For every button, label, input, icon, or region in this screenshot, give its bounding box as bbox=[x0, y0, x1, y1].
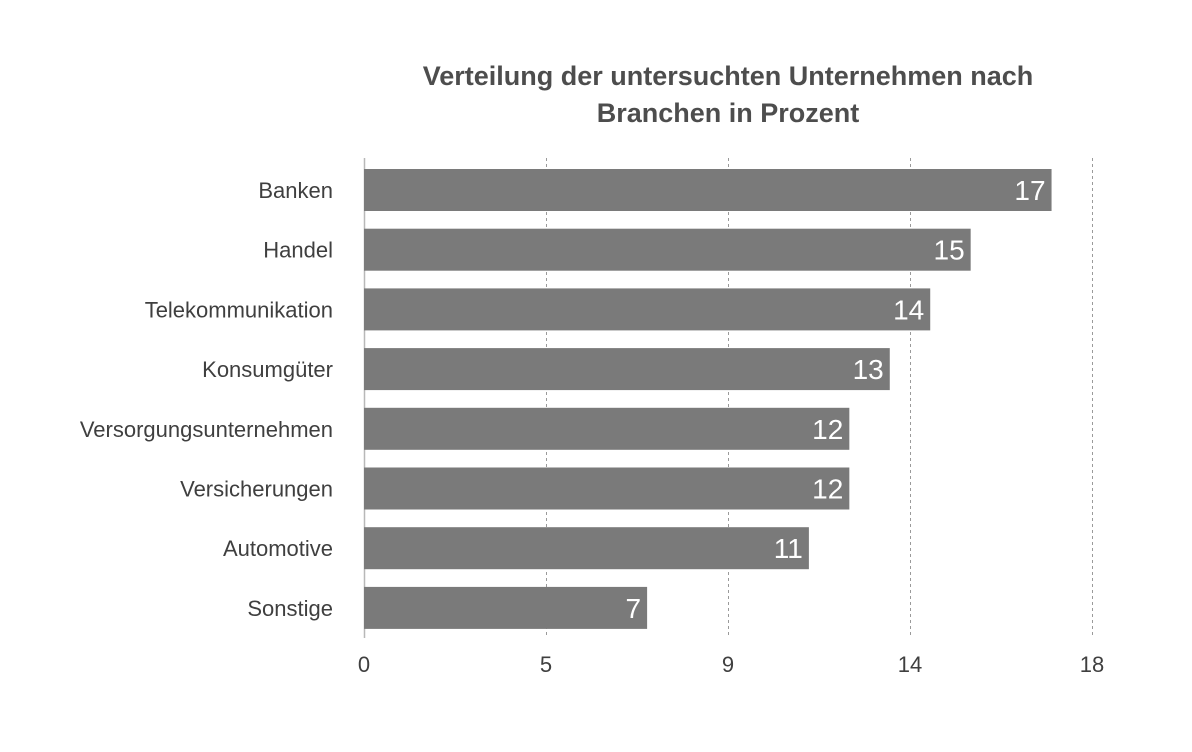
bar-layer bbox=[364, 169, 1052, 629]
category-label: Banken bbox=[258, 178, 333, 203]
bar bbox=[364, 586, 648, 629]
bar bbox=[364, 348, 890, 391]
category-label: Konsumgüter bbox=[202, 357, 333, 382]
bar-value-label: 14 bbox=[893, 294, 924, 325]
category-label: Telekommunikation bbox=[145, 297, 333, 322]
x-tick-label: 18 bbox=[1080, 652, 1104, 677]
bar-value-label: 17 bbox=[1014, 175, 1045, 206]
bar-value-label: 13 bbox=[853, 354, 884, 385]
bar bbox=[364, 527, 809, 570]
chart-title-line-1: Verteilung der untersuchten Unternehmen … bbox=[422, 61, 1034, 91]
x-tick-label: 0 bbox=[358, 652, 370, 677]
bar bbox=[364, 467, 850, 510]
x-tick-label: 14 bbox=[898, 652, 922, 677]
category-label: Versicherungen bbox=[180, 477, 333, 502]
label-layer: 0 5 9 14 18 Banken 17 Handel 15 Telekommunikation… bbox=[80, 175, 1104, 677]
bar-value-label: 12 bbox=[812, 414, 843, 445]
category-label: Versorgungsunternehmen bbox=[80, 417, 333, 442]
bar bbox=[364, 288, 931, 331]
category-label: Handel bbox=[263, 238, 333, 263]
bar-value-label: 12 bbox=[812, 474, 843, 505]
bar bbox=[364, 407, 850, 450]
category-label: Automotive bbox=[223, 536, 333, 561]
bar bbox=[364, 169, 1052, 211]
bar-value-label: 7 bbox=[626, 593, 642, 624]
x-tick-label: 5 bbox=[540, 652, 552, 677]
chart-title: Verteilung der untersuchten Unternehmen … bbox=[0, 58, 1192, 132]
category-label: Sonstige bbox=[247, 596, 333, 621]
chart-title-line-2: Branchen in Prozent bbox=[596, 98, 860, 128]
bar-value-label: 15 bbox=[934, 235, 965, 266]
bar-value-label: 11 bbox=[774, 533, 803, 564]
x-tick-label: 9 bbox=[722, 652, 734, 677]
bar bbox=[364, 228, 971, 271]
